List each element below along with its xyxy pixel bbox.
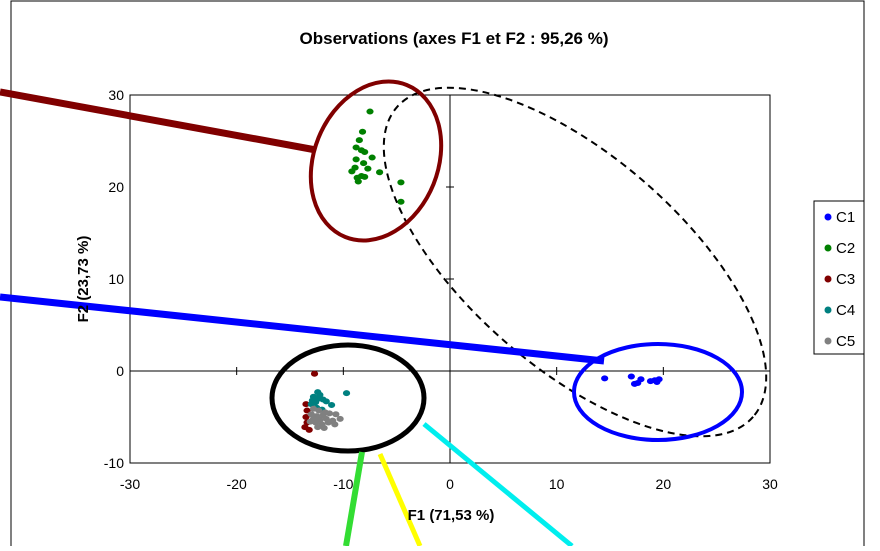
point-c5 — [314, 424, 322, 431]
x-tick-label: 20 — [656, 476, 672, 492]
point-c2 — [368, 154, 376, 161]
y-tick-label: -10 — [104, 455, 124, 471]
point-c2 — [397, 198, 405, 205]
point-c1 — [601, 375, 609, 382]
point-c4 — [342, 390, 351, 397]
point-c4 — [307, 401, 315, 408]
chart-title: Observations (axes F1 et F2 : 95,26 %) — [300, 29, 609, 48]
point-c2 — [376, 169, 384, 176]
point-c5 — [325, 410, 334, 417]
y-axis-label: F2 (23,73 %) — [75, 236, 92, 323]
point-c2 — [361, 149, 369, 156]
c1-cluster-ellipse — [572, 342, 744, 442]
point-c2 — [348, 168, 356, 175]
y-tick-label: 30 — [108, 87, 124, 103]
point-c2 — [397, 179, 405, 186]
point-c2 — [360, 160, 368, 167]
legend-label-c3: C3 — [836, 271, 855, 288]
axes: -30 -20 -10 0 10 20 30 -10 0 10 20 30 — [104, 87, 778, 492]
point-c2 — [366, 108, 374, 115]
c1-pointer-line — [0, 293, 605, 365]
legend-marker-c4 — [824, 306, 832, 314]
cyan-pointer-line — [422, 422, 574, 548]
point-c3 — [302, 414, 310, 420]
point-c3 — [310, 370, 319, 377]
point-c5 — [320, 425, 328, 432]
point-c4 — [322, 398, 330, 405]
legend-marker-c5 — [824, 337, 832, 345]
point-c2 — [355, 137, 363, 144]
point-c3 — [305, 426, 313, 433]
legend-marker-c2 — [824, 244, 832, 252]
x-tick-label: 30 — [762, 476, 778, 492]
point-c2 — [352, 144, 360, 151]
x-axis-label: F1 (71,53 %) — [408, 507, 495, 524]
point-c2 — [354, 178, 362, 185]
point-c2 — [364, 165, 372, 172]
dashed-enclosing-ellipse — [382, 86, 768, 438]
point-c2 — [358, 128, 367, 135]
point-c5 — [336, 415, 344, 422]
point-c5 — [312, 419, 320, 426]
y-tick-label: 0 — [116, 363, 124, 379]
x-tick-label: 10 — [549, 476, 565, 492]
yellow-pointer-line — [377, 453, 423, 547]
point-c1 — [653, 379, 661, 386]
legend-box — [813, 200, 865, 355]
legend-label-c4: C4 — [836, 302, 855, 319]
annotation-overlays — [0, 79, 768, 548]
x-tick-label: 0 — [446, 476, 454, 492]
legend: C1 C2 C3 C4 C5 — [813, 200, 865, 355]
y-tick-label: 10 — [108, 271, 124, 287]
point-c3 — [302, 401, 310, 408]
y-tick-label: 20 — [108, 179, 124, 195]
legend-label-c5: C5 — [836, 333, 855, 350]
legend-label-c1: C1 — [836, 209, 855, 226]
point-c5 — [324, 419, 332, 426]
c2-cluster-ellipse — [308, 79, 444, 243]
chart-area-border — [10, 0, 865, 551]
legend-marker-c1 — [824, 213, 832, 221]
point-c1 — [637, 376, 645, 383]
green-pointer-line — [343, 451, 365, 547]
legend-label-c2: C2 — [836, 240, 855, 257]
point-c5 — [331, 421, 339, 428]
point-c2 — [361, 173, 369, 180]
x-tick-label: -20 — [227, 476, 247, 492]
c2-pointer-line — [0, 88, 317, 154]
point-c5 — [306, 418, 314, 425]
point-c5 — [315, 407, 323, 414]
x-tick-label: -10 — [333, 476, 353, 492]
legend-marker-c3 — [824, 275, 832, 283]
x-tick-label: -30 — [120, 476, 140, 492]
point-c2 — [352, 156, 360, 163]
point-c4 — [328, 402, 336, 409]
point-c5 — [332, 411, 340, 418]
point-c1 — [627, 373, 635, 380]
c3-c4-c5-cluster-ellipse — [269, 342, 427, 454]
data-points — [301, 108, 663, 433]
